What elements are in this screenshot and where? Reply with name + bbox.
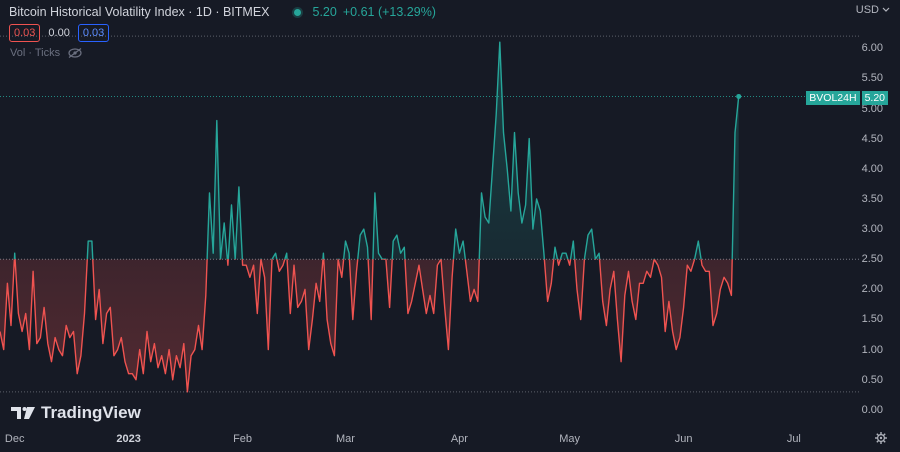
- currency-selector[interactable]: USD: [856, 4, 890, 16]
- live-status-icon: [293, 8, 301, 16]
- x-tick-label: Feb: [233, 433, 253, 445]
- area-above-baseline: [0, 42, 739, 260]
- tradingview-logo-icon: [11, 407, 35, 419]
- y-tick-label: 2.50: [861, 253, 883, 266]
- last-point-dot: [736, 93, 742, 99]
- last-value: 5.20: [312, 5, 337, 19]
- y-tick-label: 1.50: [861, 313, 883, 326]
- y-tick-label: 0.50: [861, 373, 883, 386]
- sell-value[interactable]: 0.03: [9, 24, 41, 42]
- y-tick-label: 6.00: [861, 42, 883, 55]
- last-price-badge: BVOL24H 5.20: [806, 91, 888, 105]
- watermark-text: TradingView: [41, 403, 141, 422]
- eye-hidden-icon[interactable]: [68, 48, 82, 58]
- x-tick-label: May: [559, 433, 581, 445]
- x-tick-label: Jul: [786, 433, 801, 445]
- y-tick-label: 3.00: [861, 223, 883, 236]
- tradingview-watermark: TradingView: [11, 403, 141, 423]
- chart-legend: Bitcoin Historical Volatility Index · 1D…: [9, 5, 436, 19]
- series-line-above: [13, 41, 740, 260]
- x-tick-label: Dec: [4, 433, 25, 445]
- y-tick-label: 5.00: [861, 102, 883, 115]
- ohlc-row: 0.03 0.00 0.03: [9, 24, 110, 42]
- x-tick-label: Jun: [674, 433, 693, 445]
- y-tick-label: 2.00: [861, 283, 883, 296]
- x-tick-label: Apr: [450, 433, 468, 445]
- y-tick-label: 5.50: [861, 72, 883, 85]
- area-below-baseline: [0, 259, 733, 392]
- currency-label: USD: [855, 4, 879, 16]
- x-tick-label: 2023: [116, 433, 141, 445]
- series-line-below: [0, 259, 733, 393]
- y-tick-label: 3.50: [861, 192, 883, 205]
- x-tick-label: Mar: [335, 433, 355, 445]
- y-tick-label: 4.00: [861, 162, 883, 175]
- chevron-down-icon: [882, 7, 890, 12]
- spread-value: 0.00: [48, 27, 70, 39]
- y-tick-label: 0.00: [861, 403, 883, 416]
- y-tick-label: 4.50: [861, 132, 883, 145]
- symbol-title[interactable]: Bitcoin Historical Volatility Index · 1D…: [9, 5, 270, 19]
- buy-value[interactable]: 0.03: [77, 24, 110, 42]
- last-price-symbol: BVOL24H: [806, 91, 860, 105]
- volume-indicator[interactable]: Vol · Ticks: [10, 47, 82, 59]
- volume-label: Vol · Ticks: [10, 47, 61, 59]
- y-tick-label: 1.00: [861, 343, 883, 356]
- last-price-value: 5.20: [861, 91, 888, 105]
- settings-gear-icon[interactable]: [875, 432, 887, 444]
- price-change: +0.61 (+13.29%): [342, 5, 436, 19]
